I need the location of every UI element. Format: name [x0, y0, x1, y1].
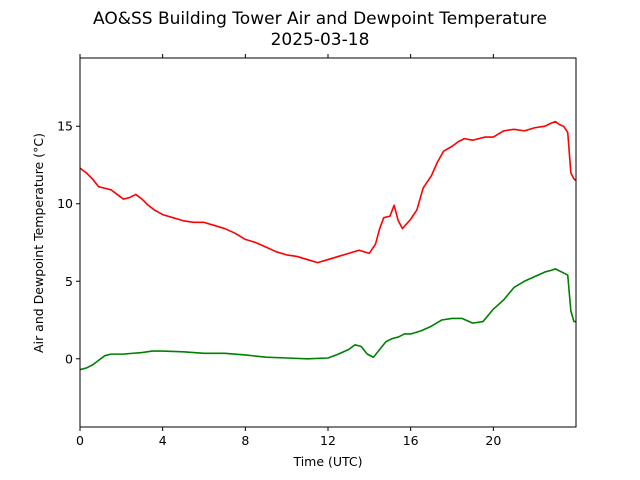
y-tick-label: 5 — [65, 274, 73, 289]
y-tick-label: 10 — [57, 196, 73, 211]
x-tick-label: 16 — [403, 433, 419, 448]
x-axis-label: Time (UTC) — [292, 454, 362, 469]
chart-title: AO&SS Building Tower Air and Dewpoint Te… — [93, 9, 547, 29]
x-tick-label: 12 — [320, 433, 336, 448]
x-axis: 0 4 8 12 16 20 — [76, 54, 501, 448]
series-line-1 — [79, 268, 576, 371]
y-axis-label: Air and Dewpoint Temperature (°C) — [31, 133, 46, 353]
plot-lines — [79, 120, 577, 371]
y-axis: 0 5 10 15 — [57, 119, 80, 366]
x-tick-label: 4 — [159, 433, 167, 448]
series-line-0 — [79, 120, 577, 264]
plot-frame — [79, 57, 577, 428]
y-tick-label: 0 — [65, 351, 73, 366]
x-tick-label: 0 — [76, 433, 84, 448]
x-tick-label: 8 — [241, 433, 249, 448]
chart-subtitle: 2025-03-18 — [271, 30, 370, 50]
x-tick-label: 20 — [485, 433, 501, 448]
y-tick-label: 15 — [57, 119, 73, 134]
